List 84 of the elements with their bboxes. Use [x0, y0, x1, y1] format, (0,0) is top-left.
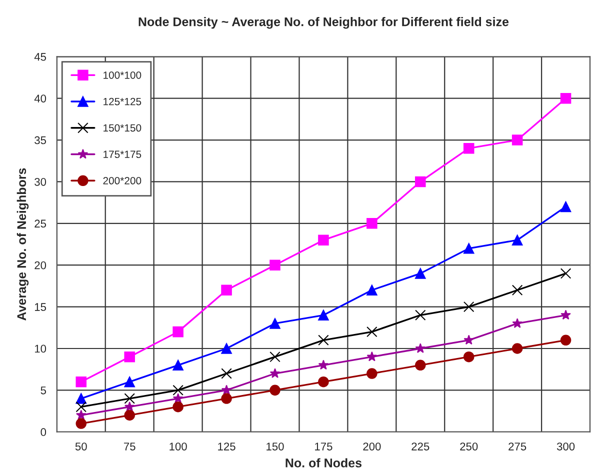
y-tick-label: 15: [34, 303, 46, 311]
point: [366, 368, 378, 379]
y-tick-label: 30: [34, 178, 46, 186]
point: [463, 142, 474, 154]
point: [270, 368, 280, 378]
legend-label: 150*150: [104, 124, 142, 132]
point: [464, 334, 474, 345]
point: [76, 401, 87, 412]
x-tick-label: 50: [75, 442, 87, 450]
legend-label: 200*200: [103, 177, 142, 184]
y-tick-label: 40: [34, 94, 46, 102]
point: [318, 310, 329, 321]
y-tick-label: 5: [40, 386, 46, 394]
x-tick-label: 225: [412, 442, 430, 450]
x-axis-title: No. of Nodes: [286, 458, 362, 468]
point: [463, 243, 474, 254]
point: [221, 284, 232, 296]
point: [366, 284, 378, 296]
point: [172, 384, 184, 396]
point: [415, 310, 426, 321]
point: [366, 326, 378, 338]
point: [560, 92, 572, 104]
legend-label: 175*175: [104, 150, 142, 158]
x-tick-label: 275: [508, 442, 526, 450]
point: [415, 176, 426, 188]
point: [221, 384, 232, 395]
point: [512, 234, 523, 246]
point: [560, 268, 572, 279]
point: [318, 234, 329, 246]
y-tick-label: 0: [40, 428, 46, 436]
point: [76, 376, 87, 388]
point: [124, 393, 135, 404]
point: [76, 410, 86, 420]
point: [172, 360, 184, 371]
legend-label: 125*125: [104, 98, 142, 106]
y-tick-label: 35: [34, 136, 46, 144]
point: [415, 360, 426, 371]
point: [560, 334, 572, 346]
point: [76, 418, 87, 429]
y-axis-title: Average No. of Neighbors: [16, 168, 29, 320]
point: [512, 284, 523, 296]
point: [76, 393, 87, 404]
x-tick-label: 150: [266, 442, 284, 450]
point: [270, 260, 280, 270]
x-tick-label: 125: [218, 442, 236, 450]
point: [172, 326, 184, 338]
x-tick-label: 75: [124, 442, 136, 450]
point: [512, 343, 523, 354]
point: [415, 343, 426, 353]
x-tick-label: 175: [315, 442, 332, 450]
point: [318, 334, 329, 346]
y-tick-label: 45: [34, 53, 46, 61]
y-tick-label: 10: [34, 344, 46, 353]
point: [124, 351, 135, 362]
x-tick-label: 200: [363, 442, 381, 450]
y-tick-label: 25: [34, 220, 46, 228]
y-tick-label: 20: [34, 261, 46, 270]
point: [270, 318, 280, 329]
point: [318, 360, 329, 370]
point: [172, 401, 184, 412]
point: [366, 218, 378, 229]
point: [221, 368, 232, 379]
point: [270, 351, 280, 362]
point: [318, 376, 329, 388]
x-tick-label: 300: [556, 442, 575, 450]
x-tick-label: 100: [170, 442, 187, 450]
point: [366, 351, 378, 362]
point: [512, 134, 523, 146]
legend-label: 100*100: [104, 72, 142, 79]
point: [415, 268, 426, 279]
point: [221, 393, 232, 404]
point: [463, 301, 474, 312]
point: [560, 310, 571, 320]
point: [172, 393, 184, 403]
point: [221, 343, 232, 354]
chart-title: Node Density ~ Average No. of Neighbor for Different field size: [138, 17, 509, 29]
point: [560, 201, 572, 212]
point: [512, 318, 522, 328]
point: [124, 410, 135, 421]
x-tick-label: 250: [460, 442, 478, 450]
point: [124, 401, 135, 412]
point: [463, 351, 474, 362]
point: [270, 384, 280, 396]
point: [124, 376, 135, 388]
